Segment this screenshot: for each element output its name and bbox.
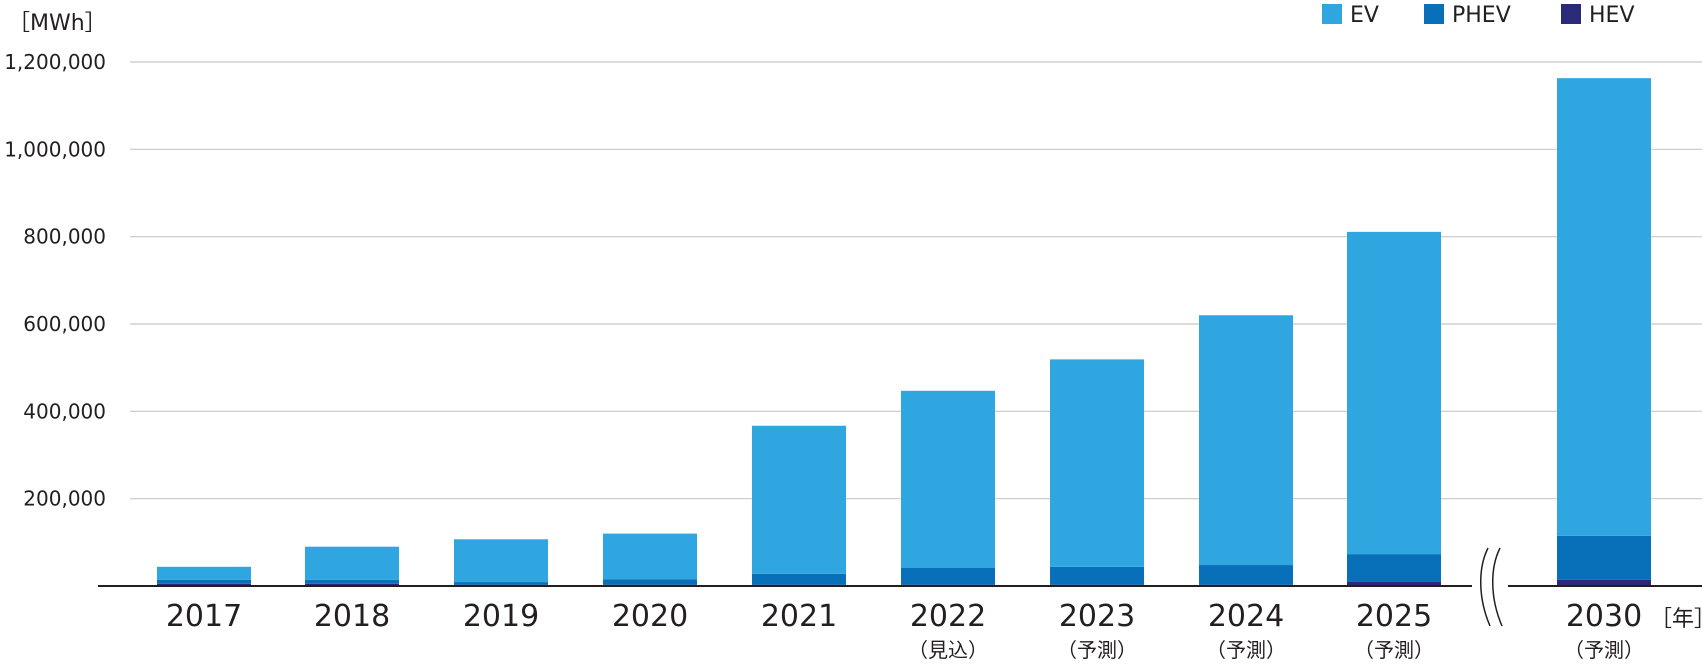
y-tick-label: 800,000 (23, 225, 106, 249)
x-tick-label: 2022 (910, 599, 986, 634)
bar-ev-2022 (901, 390, 995, 568)
x-tick-label: 2021 (761, 599, 837, 634)
x-tick-label: 2020 (612, 599, 688, 634)
x-tick-label: 2018 (314, 599, 390, 634)
bar-phev-2022 (901, 567, 995, 585)
bar-phev-2018 (305, 579, 399, 584)
x-tick-label: 2024 (1208, 599, 1284, 634)
bar-ev-2023 (1050, 359, 1144, 567)
x-tick-label: 2025 (1356, 599, 1432, 634)
bar-phev-2017 (157, 579, 251, 584)
axis-break-gap (1472, 540, 1508, 620)
axis-break-line-left (1480, 547, 1491, 627)
bar-phev-2019 (454, 582, 548, 585)
x-tick-note: （予測） (1564, 638, 1644, 662)
x-tick-note: （予測） (1354, 638, 1434, 662)
bar-hev-2025 (1347, 581, 1441, 586)
bars (157, 78, 1651, 586)
y-axis-unit: ［MWh］ (8, 11, 107, 36)
bar-ev-2017 (157, 566, 251, 580)
bar-hev-2030 (1557, 579, 1651, 586)
legend-swatch-ev (1322, 4, 1342, 24)
bar-ev-2030 (1557, 78, 1651, 536)
legend-label-phev: PHEV (1452, 3, 1511, 28)
bar-phev-2025 (1347, 554, 1441, 582)
y-tick-label: 1,000,000 (4, 137, 106, 161)
y-tick-label: 200,000 (23, 487, 106, 511)
x-tick-note: （予測） (1206, 638, 1286, 662)
x-tick-label: 2023 (1059, 599, 1135, 634)
bar-phev-2020 (603, 579, 697, 585)
y-tick-label: 600,000 (23, 312, 106, 336)
y-tick-labels: 200,000 400,000 600,000 800,000 1,000,000 1,2… (4, 50, 106, 511)
bar-phev-2023 (1050, 566, 1144, 585)
legend-label-ev: EV (1350, 3, 1379, 28)
bar-phev-2030 (1557, 535, 1651, 580)
bar-phev-2021 (752, 573, 846, 585)
bar-ev-2025 (1347, 231, 1441, 555)
x-tick-label: 2017 (166, 599, 242, 634)
x-tick-note: （予測） (1057, 638, 1137, 662)
legend-label-hev: HEV (1589, 3, 1635, 28)
bar-ev-2018 (305, 546, 399, 580)
axis-break-line-right (1492, 547, 1503, 627)
bar-hev-2018 (305, 583, 399, 586)
bar-ev-2024 (1199, 315, 1293, 566)
legend: EV PHEV HEV (1322, 3, 1635, 28)
x-tick-label: 2030 (1566, 599, 1642, 634)
x-tick-label: 2019 (463, 599, 539, 634)
x-tick-labels: 2017 2018 2019 2020 2021 2022 （見込） 2023 （予測） 2024… (166, 599, 1644, 662)
bar-hev-2017 (157, 583, 251, 586)
x-tick-note: （見込） (908, 638, 988, 662)
axis-break-mark (1472, 540, 1508, 627)
bar-ev-2020 (603, 533, 697, 580)
bar-ev-2021 (752, 425, 846, 574)
y-tick-label: 400,000 (23, 399, 106, 423)
legend-swatch-phev (1424, 4, 1444, 24)
bar-phev-2024 (1199, 565, 1293, 585)
x-axis-unit: ［年］ (1650, 607, 1702, 632)
y-tick-label: 1,200,000 (4, 50, 106, 74)
legend-swatch-hev (1561, 4, 1581, 24)
bar-ev-2019 (454, 539, 548, 583)
